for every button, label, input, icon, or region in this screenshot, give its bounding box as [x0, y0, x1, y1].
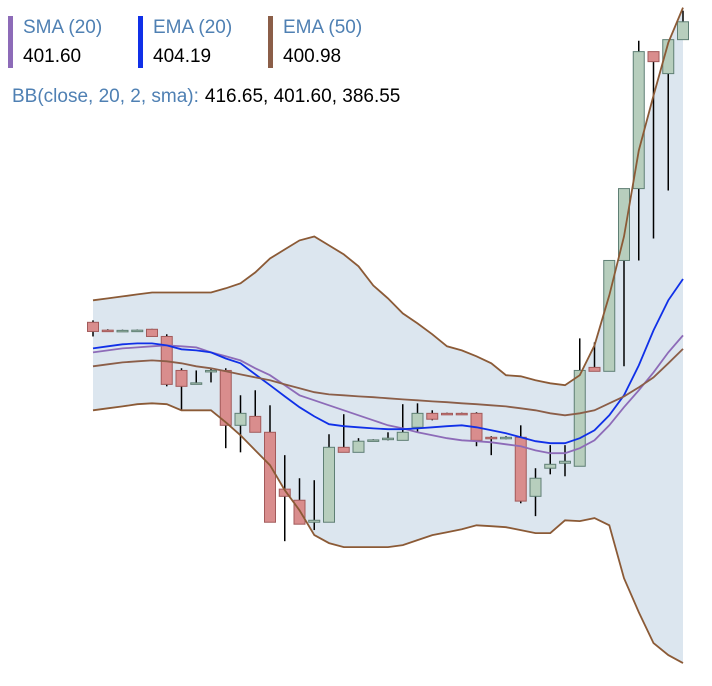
legend-name: SMA (20) — [23, 17, 102, 38]
bollinger-upper — [92, 7, 684, 387]
candle-body — [411, 412, 424, 428]
indicator-line — [92, 348, 684, 417]
legend-name: EMA (20) — [153, 17, 232, 38]
legend-value: 401.60 — [23, 46, 81, 67]
candle-body — [116, 329, 129, 333]
legend-swatch — [8, 16, 13, 68]
candle-body — [367, 439, 380, 442]
candle-body — [234, 412, 247, 426]
candle-body — [219, 369, 232, 426]
indicator-line — [92, 334, 684, 455]
bollinger-name: BB(close, 20, 2, sma): — [12, 86, 199, 107]
candle-body — [131, 329, 144, 333]
candle-body — [205, 369, 217, 373]
candle-body — [264, 431, 276, 523]
legend-swatch — [138, 16, 143, 68]
legend: SMA (20) 401.60 EMA (20) 404.19 EMA (50) 400.… — [8, 16, 400, 107]
legend-value: 400.98 — [283, 46, 341, 67]
candle-body — [455, 412, 468, 416]
candle-body — [632, 51, 645, 190]
candle-body — [529, 477, 542, 497]
candle-body — [146, 328, 158, 337]
candle-body — [352, 440, 365, 453]
candle-body — [293, 499, 306, 525]
legend-value: 404.19 — [153, 46, 211, 67]
candle-body — [618, 188, 630, 261]
candle-body — [559, 460, 571, 464]
candle-body — [500, 436, 512, 440]
candle-body — [87, 321, 99, 332]
bollinger-values: 416.65, 401.60, 386.55 — [205, 86, 400, 107]
legend-swatch — [268, 16, 273, 68]
candle-body — [337, 446, 350, 453]
candle-body — [308, 519, 321, 523]
legend-name: EMA (50) — [283, 17, 362, 38]
bollinger-lower — [92, 402, 684, 664]
candle-body — [175, 369, 188, 387]
candle-body — [677, 21, 689, 41]
candle-body — [544, 463, 557, 469]
candle-body — [382, 437, 394, 441]
candle-body — [396, 431, 409, 441]
candle-body — [647, 51, 660, 63]
candle-body — [426, 412, 439, 420]
candle-body — [190, 382, 203, 385]
candle-body — [485, 436, 498, 440]
candle-body — [441, 412, 453, 416]
candle-body — [323, 446, 335, 523]
candle-body — [588, 366, 601, 372]
plot-area — [87, 7, 689, 664]
candle-body — [101, 329, 114, 333]
candle-body — [662, 39, 675, 75]
indicator-line — [92, 278, 684, 445]
candle-body — [249, 415, 262, 433]
candle-body — [573, 369, 586, 467]
